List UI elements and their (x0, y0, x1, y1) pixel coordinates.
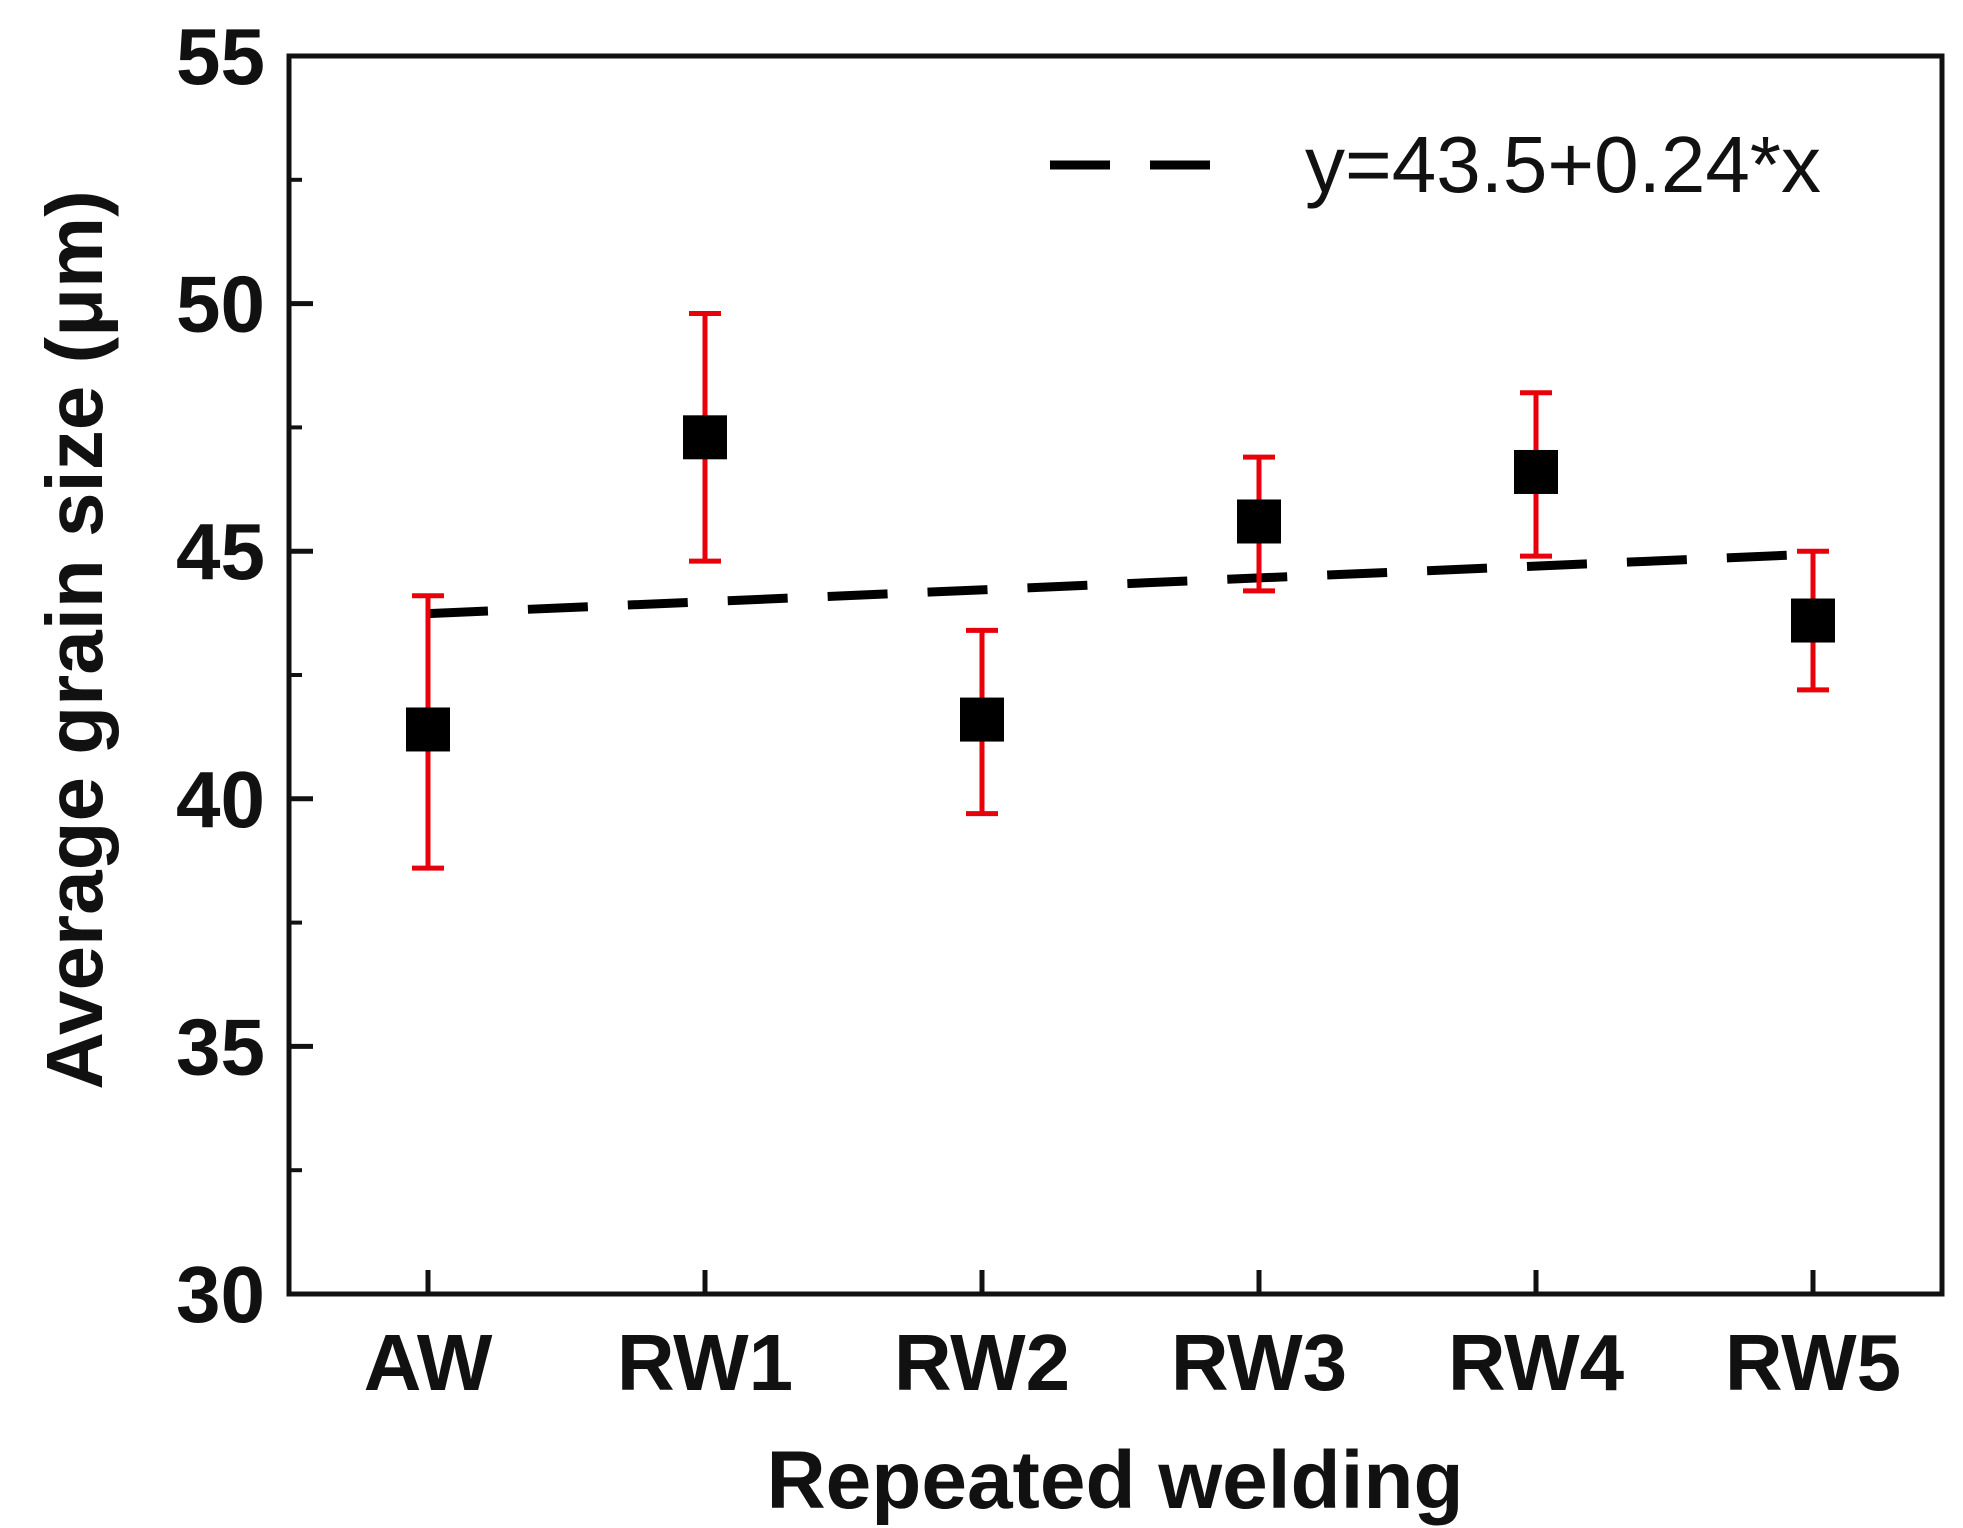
legend: y=43.5+0.24*x (1050, 120, 1821, 209)
error-bars (412, 311, 1829, 871)
data-point-aw (406, 707, 450, 752)
x-tick-label: RW4 (1448, 1318, 1625, 1407)
data-point-rw5 (1791, 598, 1835, 643)
y-tick-label: 45 (176, 507, 265, 596)
y-tick-label: 50 (176, 260, 265, 349)
x-tick-label: AW (364, 1318, 493, 1407)
fit-line (427, 549, 1814, 619)
y-axis-title: Average grain size (μm) (30, 190, 119, 1090)
plot-area-frame (286, 53, 1945, 1297)
data-point-rw4 (1514, 449, 1558, 494)
fit-line-layer (427, 549, 1814, 619)
x-tick-label: RW3 (1171, 1318, 1347, 1407)
data-point-rw3 (1237, 499, 1281, 544)
x-axis-ticks: AW RW1 RW2 RW3 RW4 RW5 (364, 1270, 1901, 1407)
data-point-rw1 (683, 415, 727, 460)
y-tick-label: 30 (176, 1250, 265, 1339)
x-tick-label: RW2 (894, 1318, 1070, 1407)
x-axis-title: Repeated welding (766, 1435, 1463, 1526)
y-tick-label: 35 (176, 1002, 265, 1091)
y-tick-label: 40 (176, 755, 265, 844)
legend-fit-label: y=43.5+0.24*x (1305, 120, 1821, 209)
y-tick-label: 55 (176, 12, 265, 101)
x-tick-label: RW5 (1725, 1318, 1901, 1407)
data-markers (406, 415, 1835, 752)
x-tick-label: RW1 (617, 1318, 793, 1407)
data-point-rw2 (960, 697, 1004, 742)
y-axis-ticks: 30 35 40 45 50 55 (176, 12, 313, 1339)
